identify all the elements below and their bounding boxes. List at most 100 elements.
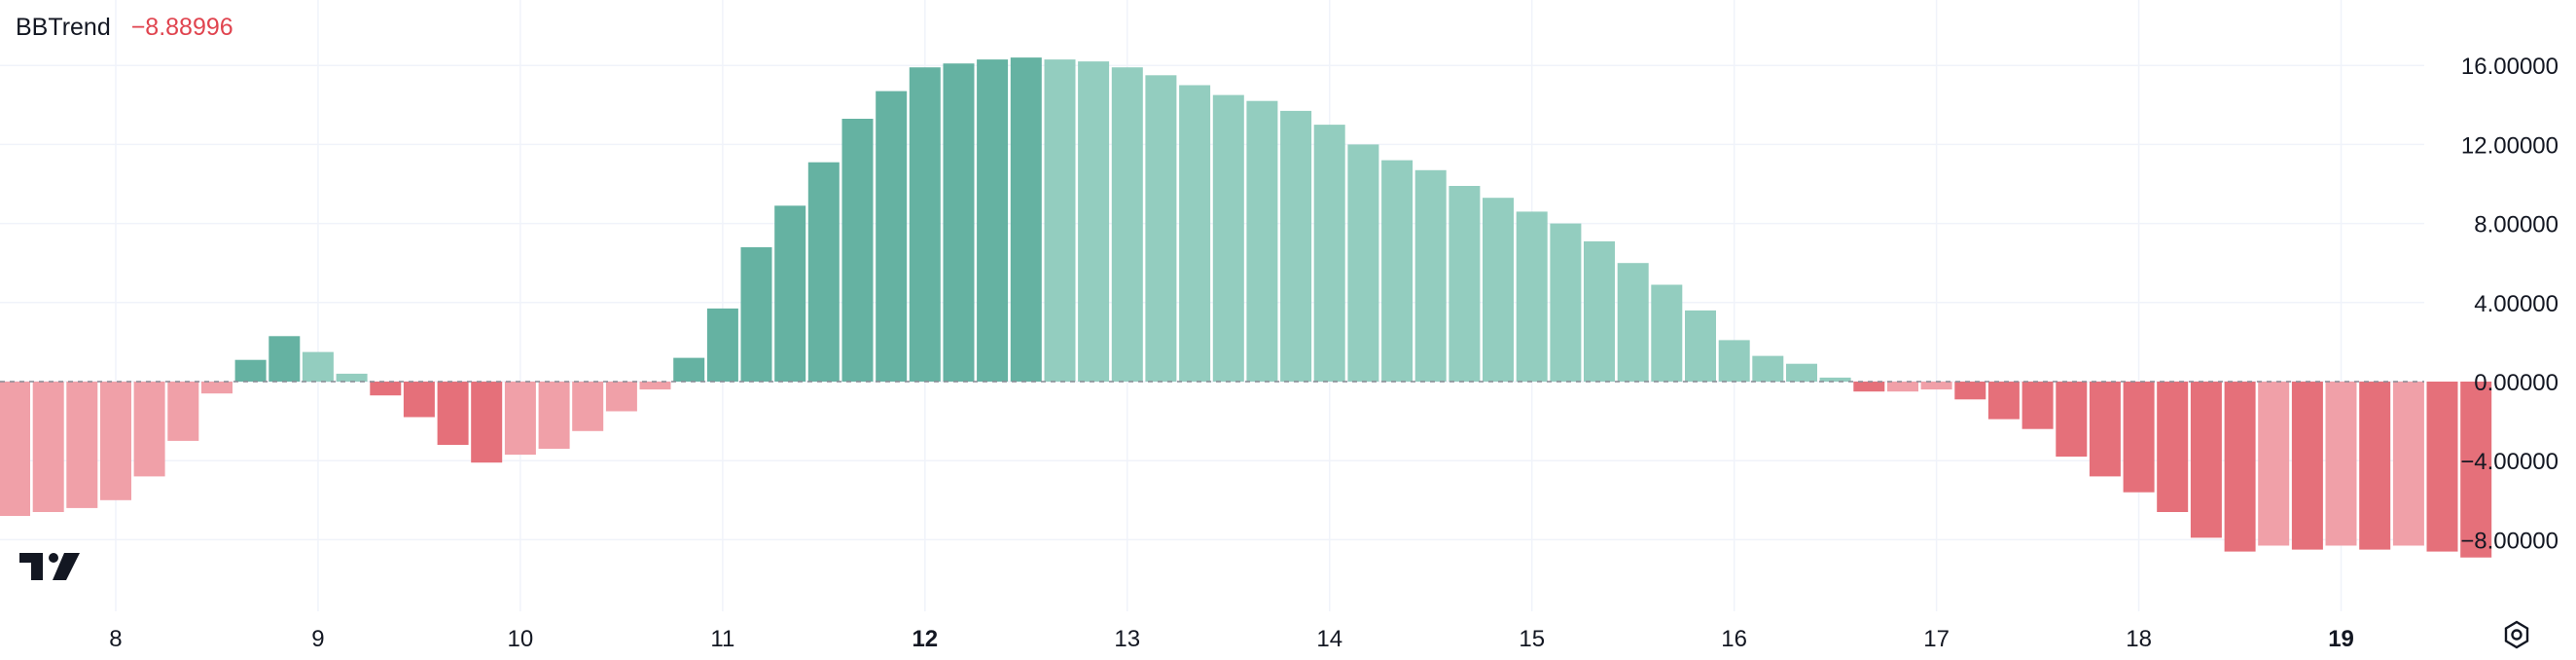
y-tick-label: 4.00000 bbox=[2474, 291, 2558, 317]
histogram-bar bbox=[403, 382, 435, 418]
histogram-bar bbox=[1111, 67, 1143, 382]
histogram-bar bbox=[234, 359, 267, 382]
histogram-bar bbox=[2325, 382, 2357, 546]
x-tick-label: 17 bbox=[1923, 626, 1950, 652]
histogram-bar bbox=[1179, 85, 1211, 382]
histogram-bar bbox=[1516, 211, 1548, 382]
histogram-bar bbox=[1044, 59, 1076, 382]
histogram-bar bbox=[1246, 100, 1278, 382]
histogram-bar bbox=[100, 382, 131, 500]
histogram-bar bbox=[706, 308, 738, 382]
indicator-legend[interactable]: BBTrend −8.88996 bbox=[16, 14, 233, 42]
histogram-bar bbox=[2291, 382, 2323, 550]
histogram-bar bbox=[1347, 144, 1379, 382]
histogram-bar bbox=[167, 382, 199, 441]
x-tick-label: 15 bbox=[1519, 626, 1545, 652]
x-tick-label: 16 bbox=[1721, 626, 1747, 652]
x-tick-label: 9 bbox=[311, 626, 324, 652]
x-tick-label: 14 bbox=[1316, 626, 1342, 652]
histogram-bar bbox=[943, 63, 975, 382]
histogram-bar bbox=[572, 382, 604, 431]
histogram-bar bbox=[471, 382, 503, 463]
histogram-bar bbox=[1313, 125, 1345, 382]
histogram-bar bbox=[807, 162, 840, 382]
x-axis-labels: 8 9 10 11 12 13 14 15 16 17 18 19 bbox=[109, 626, 2354, 652]
x-tick-label: 18 bbox=[2126, 626, 2152, 652]
x-tick-label: 8 bbox=[109, 626, 122, 652]
histogram-bar bbox=[909, 67, 941, 382]
histogram-bar bbox=[370, 382, 402, 396]
histogram-bar bbox=[2258, 382, 2290, 546]
histogram-bar bbox=[774, 205, 806, 382]
histogram-bar bbox=[740, 247, 772, 382]
y-tick-label: 16.00000 bbox=[2461, 54, 2558, 80]
histogram-bar bbox=[1078, 61, 1110, 382]
histogram-bar bbox=[437, 382, 469, 445]
y-tick-label: −4.00000 bbox=[2460, 449, 2558, 475]
histogram-bar bbox=[876, 91, 908, 382]
x-tick-label: 10 bbox=[508, 626, 534, 652]
histogram-bar bbox=[133, 382, 165, 477]
histogram-bar bbox=[2157, 382, 2189, 512]
histogram-bar bbox=[977, 59, 1009, 382]
histogram-bar bbox=[1483, 198, 1514, 382]
histogram-bar bbox=[1212, 94, 1244, 382]
histogram-bar bbox=[1617, 263, 1649, 382]
x-tick-label: 19 bbox=[2328, 626, 2354, 652]
histogram-bar bbox=[2021, 382, 2054, 429]
histogram-bar bbox=[1550, 223, 1582, 382]
histogram-bar bbox=[841, 119, 874, 382]
histogram-bar bbox=[639, 382, 671, 390]
y-tick-label: 0.00000 bbox=[2474, 370, 2558, 396]
histogram-bar bbox=[1449, 186, 1481, 382]
histogram-bar bbox=[1280, 110, 1312, 383]
histogram-bar bbox=[2190, 382, 2222, 538]
histogram-bar bbox=[1987, 382, 2020, 420]
histogram-bar bbox=[2089, 382, 2121, 477]
histogram-bar bbox=[1651, 284, 1683, 382]
histogram-bar bbox=[0, 382, 30, 516]
histogram-bar bbox=[1010, 57, 1042, 382]
y-axis-labels: 16.00000 12.00000 8.00000 4.00000 0.00000 −4.… bbox=[2460, 54, 2558, 554]
gear-icon[interactable] bbox=[2502, 620, 2531, 654]
histogram-bar bbox=[2359, 382, 2391, 550]
histogram-bar bbox=[2460, 382, 2492, 558]
x-tick-label: 11 bbox=[710, 626, 734, 652]
histogram-bar bbox=[1718, 340, 1750, 382]
histogram-bar bbox=[2224, 382, 2256, 552]
histogram-bar bbox=[538, 382, 570, 449]
histogram-bar bbox=[2426, 382, 2458, 552]
x-tick-label: 13 bbox=[1114, 626, 1140, 652]
histogram-bar bbox=[504, 382, 536, 456]
tradingview-logo-icon[interactable] bbox=[19, 553, 80, 587]
indicator-name: BBTrend bbox=[16, 14, 111, 41]
histogram-bar bbox=[1786, 363, 1817, 382]
histogram-bar bbox=[32, 382, 64, 512]
x-tick-label: 12 bbox=[912, 626, 938, 652]
histogram-bar bbox=[1414, 169, 1447, 382]
histogram-bar bbox=[1819, 377, 1851, 382]
y-tick-label: −8.00000 bbox=[2460, 528, 2558, 554]
histogram-bar bbox=[302, 351, 334, 383]
histogram-bar bbox=[336, 373, 368, 382]
histogram-bar bbox=[1752, 355, 1784, 382]
histogram-bars bbox=[0, 57, 2492, 558]
histogram-bar bbox=[1381, 160, 1413, 382]
histogram-bar bbox=[673, 357, 705, 382]
histogram-bar bbox=[2123, 382, 2155, 493]
histogram-bar bbox=[2392, 382, 2424, 546]
indicator-value: −8.88996 bbox=[130, 14, 233, 41]
histogram-bar bbox=[66, 382, 98, 508]
histogram-bar bbox=[2056, 382, 2088, 458]
histogram-bar bbox=[605, 382, 637, 412]
histogram-bar bbox=[268, 336, 301, 382]
histogram-bar bbox=[1887, 382, 1918, 392]
histogram-bar bbox=[1685, 310, 1716, 382]
grid-lines bbox=[0, 0, 2424, 611]
histogram-bar bbox=[1853, 382, 1885, 392]
histogram-bar bbox=[1920, 382, 1952, 390]
y-tick-label: 12.00000 bbox=[2461, 132, 2558, 159]
y-tick-label: 8.00000 bbox=[2474, 212, 2558, 238]
histogram-bar bbox=[1954, 382, 1986, 400]
